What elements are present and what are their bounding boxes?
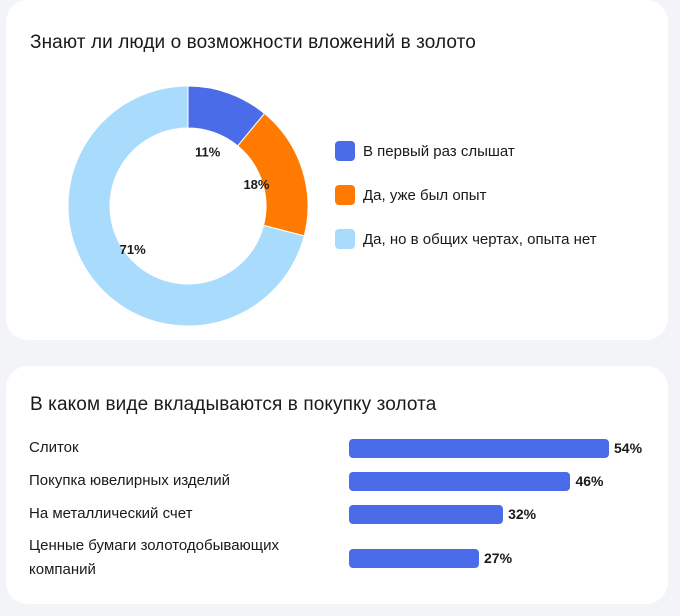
awareness-chart-title: Знают ли люди о возможности вложений в з… [30,32,476,53]
legend-swatch-1 [335,141,355,161]
bar-label-3: На металлический счет [29,505,193,522]
legend-item-2: Да, уже был опыт [335,184,597,206]
legend-label-1: В первый раз слышат [363,142,515,160]
awareness-card: Знают ли люди о возможности вложений в з… [6,0,668,340]
bar-2 [349,472,571,491]
investment-form-card: В каком виде вкладываются в покупку золо… [6,366,668,604]
awareness-legend: В первый раз слышат Да, уже был опыт Да, н… [335,140,597,272]
bar-label-2: Покупка ювелирных изделий [29,472,231,489]
bar-value-3: 32% [508,506,537,522]
bar-4 [349,549,479,568]
legend-label-3: Да, но в общих чертах, опыта нет [363,230,597,248]
bar-value-4: 27% [484,550,513,566]
legend-label-2: Да, уже был опыт [363,186,487,204]
bar-3 [349,505,504,524]
bar-row-3: На металлический счет 32% [29,502,669,526]
bar-row-1: Слиток 54% [29,436,669,460]
donut-label-3: 71% [120,242,146,257]
donut-label-2: 18% [243,177,269,192]
bar-value-1: 54% [614,440,643,456]
bar-label-4: Ценные бумаги золотодобывающих компаний [29,537,280,578]
legend-swatch-2 [335,185,355,205]
legend-swatch-3 [335,229,355,249]
legend-item-1: В первый раз слышат [335,140,597,162]
bar-value-2: 46% [575,473,604,489]
legend-item-3: Да, но в общих чертах, опыта нет [335,228,597,250]
bar-1 [349,439,609,458]
bar-row-4: Ценные бумаги золотодобывающих компаний 2… [29,534,669,582]
awareness-donut-chart: 11% 18% 71% [67,85,309,327]
bar-row-2: Покупка ювелирных изделий 46% [29,469,669,493]
donut-label-1: 11% [195,144,221,159]
bar-label-1: Слиток [29,439,79,456]
investment-chart-title: В каком виде вкладываются в покупку золо… [30,394,437,415]
donut-slice-3 [67,85,305,327]
